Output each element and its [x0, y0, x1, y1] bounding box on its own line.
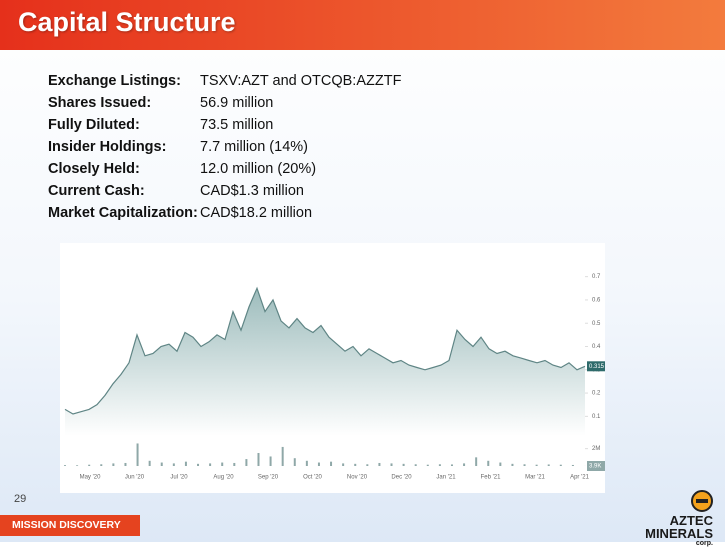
- listing-value: CAD$18.2 million: [200, 205, 312, 227]
- volume-bar: [499, 463, 501, 466]
- logo-line: MINERALS: [645, 527, 713, 540]
- volume-bar: [318, 463, 320, 466]
- price-area: [65, 288, 585, 436]
- volume-bar: [270, 456, 272, 466]
- listing-label: Fully Diluted:: [48, 117, 200, 139]
- volume-bar: [112, 463, 114, 466]
- y-tick-label: 0.2: [592, 391, 601, 397]
- volume-bar: [487, 461, 489, 466]
- listing-value: 56.9 million: [200, 95, 273, 117]
- listing-label: Exchange Listings:: [48, 73, 200, 95]
- page-number: 29: [14, 493, 26, 505]
- x-tick-label: May '20: [80, 475, 101, 481]
- volume-bar: [64, 465, 66, 466]
- last-price-label: 0.315: [589, 364, 605, 370]
- volume-bar: [572, 465, 574, 466]
- listing-label: Market Capitalization:: [48, 205, 200, 227]
- listing-label: Closely Held:: [48, 161, 200, 183]
- volume-bar: [282, 447, 284, 466]
- listing-row: Insider Holdings:7.7 million (14%): [48, 139, 401, 161]
- listing-row: Market Capitalization:CAD$18.2 million: [48, 205, 401, 227]
- listing-row: Fully Diluted:73.5 million: [48, 117, 401, 139]
- listing-label: Insider Holdings:: [48, 139, 200, 161]
- volume-tick-label: 2M: [592, 446, 600, 452]
- volume-bar: [221, 463, 223, 466]
- volume-bar: [137, 443, 139, 466]
- x-tick-label: Dec '20: [391, 475, 412, 481]
- volume-bar: [185, 462, 187, 466]
- volume-bar: [161, 463, 163, 466]
- listing-row: Exchange Listings:TSXV:AZT and OTCQB:AZZ…: [48, 73, 401, 95]
- volume-bar: [233, 463, 235, 466]
- x-tick-label: Jan '21: [436, 475, 456, 481]
- listing-value: CAD$1.3 million: [200, 183, 304, 205]
- volume-bar: [342, 463, 344, 466]
- volume-bar: [427, 465, 429, 466]
- volume-bar: [511, 464, 513, 466]
- volume-bar: [245, 459, 247, 466]
- listing-row: Shares Issued:56.9 million: [48, 95, 401, 117]
- listing-row: Closely Held:12.0 million (20%): [48, 161, 401, 183]
- volume-bar: [415, 464, 417, 466]
- listing-value: 7.7 million (14%): [200, 139, 308, 161]
- y-tick-label: 0.6: [592, 298, 601, 304]
- volume-bar: [330, 462, 332, 466]
- volume-bar: [366, 464, 368, 466]
- last-volume-label: 3.9K: [589, 464, 601, 470]
- y-tick-label: 0.7: [592, 274, 601, 280]
- volume-bar: [88, 465, 90, 466]
- volume-bar: [149, 461, 151, 466]
- volume-bar: [209, 463, 211, 466]
- title-bar: Capital Structure: [0, 0, 725, 50]
- volume-bar: [76, 465, 78, 466]
- volume-bar: [463, 463, 465, 466]
- volume-bar: [439, 464, 441, 466]
- x-tick-label: Sep '20: [258, 475, 279, 481]
- volume-bar: [548, 464, 550, 466]
- y-tick-label: 0.5: [592, 321, 601, 327]
- volume-bar: [560, 465, 562, 466]
- listing-label: Shares Issued:: [48, 95, 200, 117]
- volume-bar: [306, 461, 308, 466]
- listing-label: Current Cash:: [48, 183, 200, 205]
- volume-bar: [257, 453, 259, 466]
- logo-line: corp.: [645, 540, 713, 548]
- listing-row: Current Cash:CAD$1.3 million: [48, 183, 401, 205]
- volume-bar: [536, 465, 538, 466]
- logo: AZTEC MINERALS corp.: [645, 490, 713, 548]
- volume-bar: [524, 464, 526, 466]
- logo-icon: [691, 490, 713, 512]
- y-tick-label: 0.4: [592, 344, 601, 350]
- title: Capital Structure: [0, 0, 725, 38]
- x-tick-label: Jul '20: [170, 475, 188, 481]
- volume-bar: [451, 464, 453, 466]
- listings: Exchange Listings:TSXV:AZT and OTCQB:AZZ…: [48, 73, 401, 227]
- volume-bar: [354, 464, 356, 466]
- listing-value: TSXV:AZT and OTCQB:AZZTF: [200, 73, 401, 95]
- volume-bar: [124, 463, 126, 466]
- volume-bar: [294, 458, 296, 466]
- x-tick-label: Nov '20: [347, 475, 368, 481]
- volume-bar: [378, 463, 380, 466]
- x-tick-label: Mar '21: [525, 475, 545, 481]
- volume-bar: [173, 463, 175, 466]
- x-tick-label: Feb '21: [481, 475, 501, 481]
- tagline: MISSION DISCOVERY: [0, 515, 140, 536]
- volume-bar: [403, 464, 405, 466]
- x-tick-label: Apr '21: [570, 475, 589, 481]
- x-tick-label: Jun '20: [125, 475, 145, 481]
- volume-bar: [100, 464, 102, 466]
- listing-value: 73.5 million: [200, 117, 273, 139]
- volume-bar: [197, 464, 199, 466]
- x-tick-label: Aug '20: [213, 475, 234, 481]
- y-tick-label: 0.1: [592, 414, 601, 420]
- listing-value: 12.0 million (20%): [200, 161, 316, 183]
- volume-bar: [475, 457, 477, 466]
- volume-bar: [391, 463, 393, 466]
- x-tick-label: Oct '20: [303, 475, 322, 481]
